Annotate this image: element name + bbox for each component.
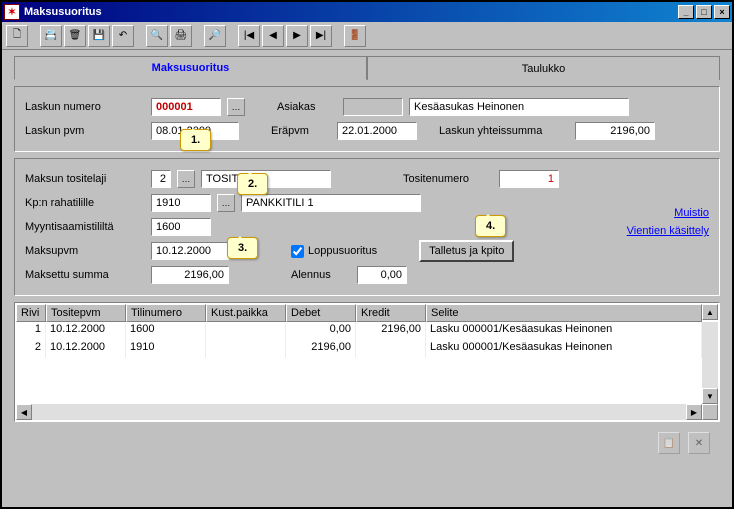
col-debet[interactable]: Debet [286, 304, 356, 322]
callout-1: 1. [180, 129, 211, 151]
col-kredit[interactable]: Kredit [356, 304, 426, 322]
toolbar: 🗋 📇 🗑 💾 ↶ 🔍 🖨 🔎 |◀ ◀ ▶ ▶| 🚪 [2, 22, 732, 50]
tositelaji-lookup[interactable]: … [177, 170, 195, 188]
next-icon[interactable]: ▶ [286, 25, 308, 47]
tositelaji-label: Maksun tositelaji [25, 173, 145, 185]
loppusuoritus-check[interactable] [291, 245, 304, 258]
myynti-label: Myyntisaamistililtä [25, 221, 145, 233]
vertical-scrollbar[interactable]: ▼ [702, 322, 718, 404]
vientien-link[interactable]: Vientien käsittely [627, 225, 709, 237]
print-icon[interactable]: 🖨 [170, 25, 192, 47]
maksettu-label: Maksettu summa [25, 269, 145, 281]
asiakas-field: Kesäasukas Heinonen [409, 98, 629, 116]
content-area: Maksusuoritus Taulukko Laskun numero 000… [2, 50, 732, 507]
myynti-field: 1600 [151, 218, 211, 236]
loppusuoritus-checkbox[interactable]: Loppusuoritus [291, 245, 377, 258]
erapvm-label: Eräpvm [271, 125, 331, 137]
new-icon[interactable]: 🗋 [6, 25, 28, 47]
footer: 📋 ✕ [14, 428, 720, 458]
preview-icon[interactable]: 🔍 [146, 25, 168, 47]
tositelaji-field[interactable]: 2 [151, 170, 171, 188]
payment-panel: Maksun tositelaji 2 … TOSITTEET Tositenu… [14, 158, 720, 296]
last-icon[interactable]: ▶| [310, 25, 332, 47]
laskun-summa-field: 2196,00 [575, 122, 655, 140]
entries-grid: Rivi Tositepvm Tilinumero Kust.paikka De… [14, 302, 720, 422]
scroll-left-button[interactable]: ◀ [16, 404, 32, 420]
col-tilinumero[interactable]: Tilinumero [126, 304, 206, 322]
footer-btn-1: 📋 [658, 432, 680, 454]
table-row[interactable]: 210.12.200019102196,00Lasku 000001/Kesäa… [16, 340, 702, 358]
minimize-button[interactable]: _ [678, 5, 694, 19]
rahatili-field[interactable]: 1910 [151, 194, 211, 212]
maksettu-field[interactable]: 2196,00 [151, 266, 229, 284]
footer-btn-2: ✕ [688, 432, 710, 454]
scroll-down-button[interactable]: ▼ [702, 388, 718, 404]
asiakas-label: Asiakas [277, 101, 337, 113]
muistio-link[interactable]: Muistio [674, 207, 709, 219]
close-button[interactable]: × [714, 5, 730, 19]
callout-3: 3. [227, 237, 258, 259]
laskun-summa-label: Laskun yhteissumma [439, 125, 569, 137]
scroll-right-button[interactable]: ▶ [686, 404, 702, 420]
tool-icon-1[interactable]: 📇 [40, 25, 62, 47]
col-selite[interactable]: Selite [426, 304, 702, 322]
asiakas-code [343, 98, 403, 116]
callout-2: 2. [237, 173, 268, 195]
first-icon[interactable]: |◀ [238, 25, 260, 47]
erapvm-field: 22.01.2000 [337, 122, 417, 140]
tab-taulukko[interactable]: Taulukko [367, 56, 720, 80]
laskun-pvm-label: Laskun pvm [25, 125, 145, 137]
col-tositepvm[interactable]: Tositepvm [46, 304, 126, 322]
talletus-button[interactable]: Talletus ja kpito [419, 240, 514, 262]
app-icon: ✶ [4, 4, 20, 20]
main-window: ✶ Maksusuoritus _ □ × 🗋 📇 🗑 💾 ↶ 🔍 🖨 🔎 |◀… [0, 0, 734, 509]
find-icon[interactable]: 🔎 [204, 25, 226, 47]
laskun-numero-field[interactable]: 000001 [151, 98, 221, 116]
loppusuoritus-label: Loppusuoritus [308, 245, 377, 257]
tositenumero-label: Tositenumero [403, 173, 493, 185]
tool-icon-2[interactable]: 🗑 [64, 25, 86, 47]
maksupvm-label: Maksupvm [25, 245, 145, 257]
horizontal-scrollbar[interactable]: ◀ ▶ [16, 404, 718, 420]
titlebar: ✶ Maksusuoritus _ □ × [2, 2, 732, 22]
save-icon[interactable]: 💾 [88, 25, 110, 47]
tositenumero-field: 1 [499, 170, 559, 188]
rahatili-name: PANKKITILI 1 [241, 194, 421, 212]
rahatili-label: Kp:n rahatilille [25, 197, 145, 209]
col-kustpaikka[interactable]: Kust.paikka [206, 304, 286, 322]
scroll-up-button[interactable]: ▲ [702, 304, 718, 320]
grid-rows: 110.12.200016000,002196,00Lasku 000001/K… [16, 322, 702, 404]
alennus-field[interactable]: 0,00 [357, 266, 407, 284]
maximize-button[interactable]: □ [696, 5, 712, 19]
alennus-label: Alennus [291, 269, 351, 281]
rahatili-lookup[interactable]: … [217, 194, 235, 212]
tab-strip: Maksusuoritus Taulukko [14, 56, 720, 80]
maksupvm-field[interactable]: 10.12.2000 [151, 242, 229, 260]
laskun-numero-lookup[interactable]: … [227, 98, 245, 116]
callout-4: 4. [475, 215, 506, 237]
undo-icon[interactable]: ↶ [112, 25, 134, 47]
exit-icon[interactable]: 🚪 [344, 25, 366, 47]
laskun-numero-label: Laskun numero [25, 101, 145, 113]
invoice-panel: Laskun numero 000001 … Asiakas Kesäasuka… [14, 86, 720, 152]
table-row[interactable]: 110.12.200016000,002196,00Lasku 000001/K… [16, 322, 702, 340]
window-title: Maksusuoritus [24, 6, 678, 18]
col-rivi[interactable]: Rivi [16, 304, 46, 322]
tab-maksusuoritus[interactable]: Maksusuoritus [14, 56, 367, 80]
prev-icon[interactable]: ◀ [262, 25, 284, 47]
